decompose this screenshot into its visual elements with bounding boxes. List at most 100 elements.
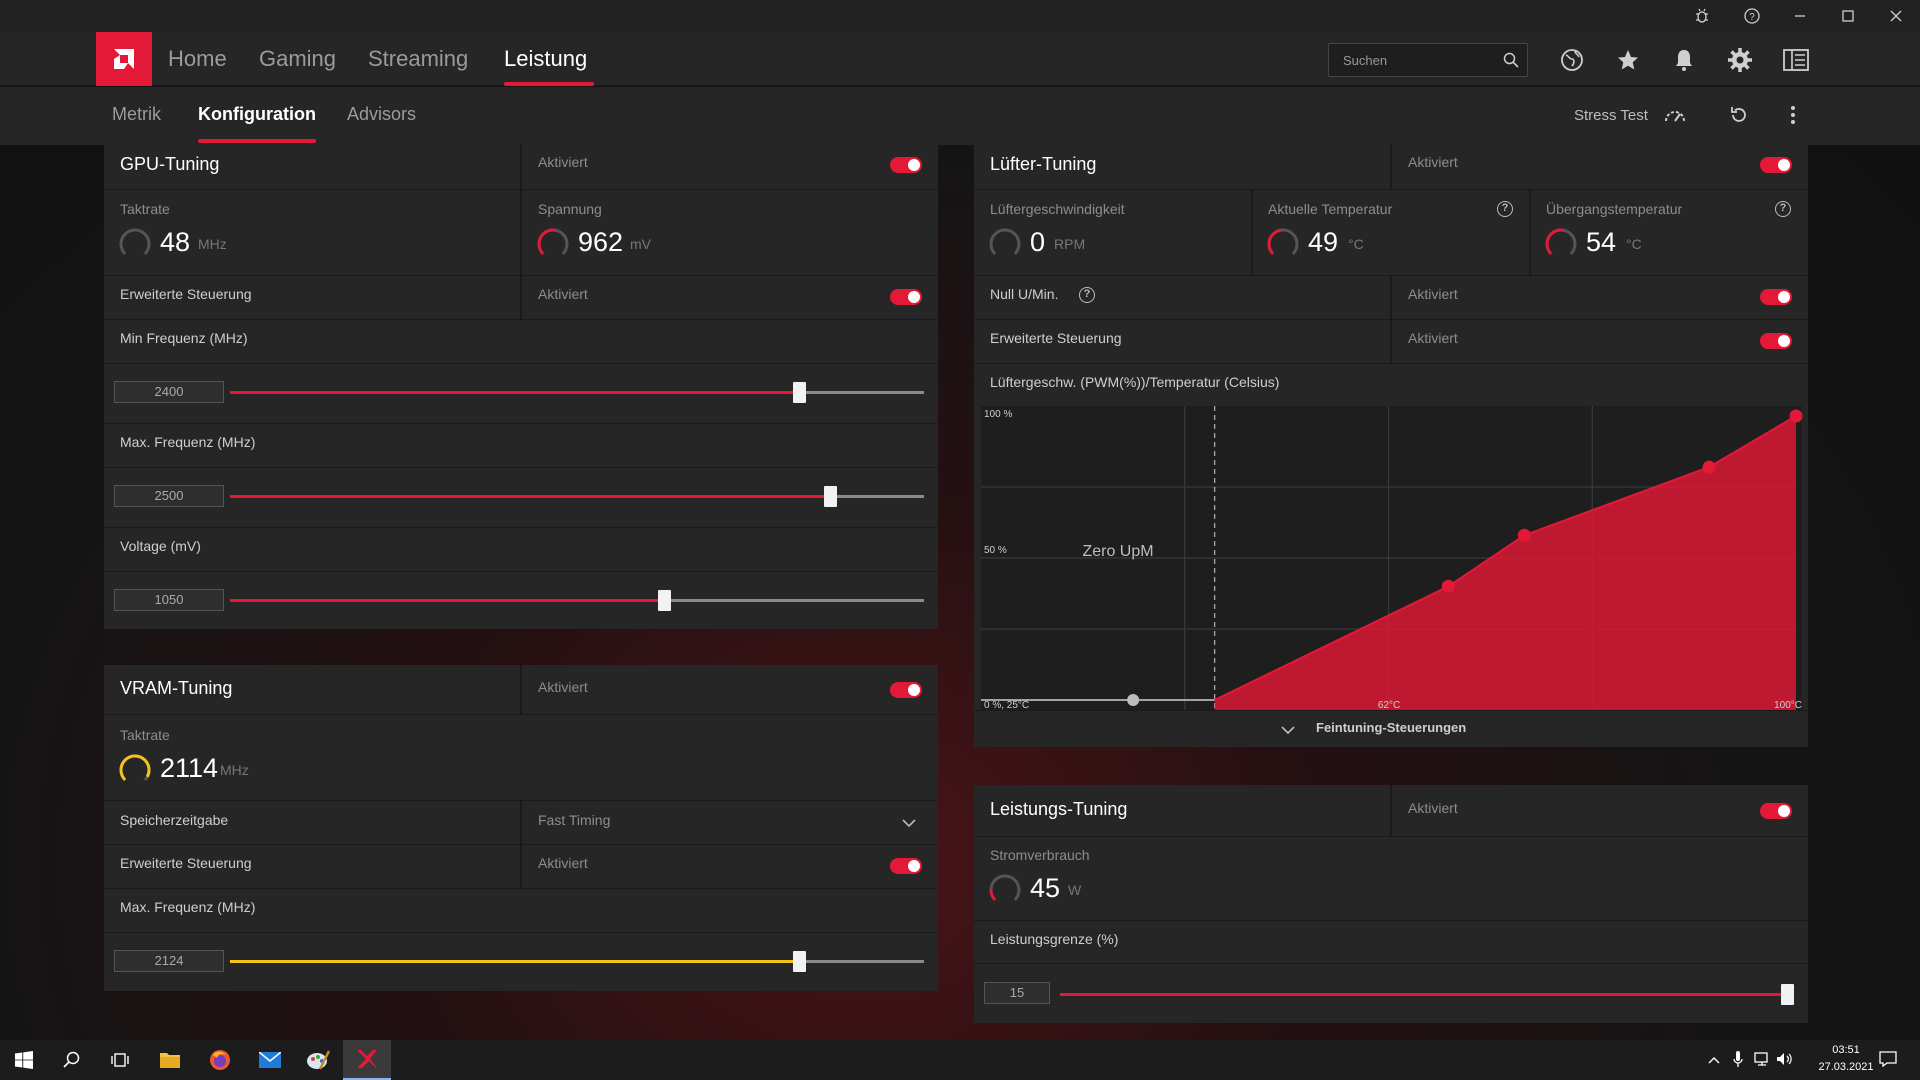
fine-tuning-toggle[interactable]: Feintuning-Steuerungen — [1316, 720, 1467, 735]
sub-tab-konfiguration[interactable]: Konfiguration — [198, 104, 316, 124]
gpu-clock-gauge-icon — [118, 227, 152, 266]
microphone-icon[interactable] — [1733, 1050, 1743, 1073]
mail-icon[interactable] — [246, 1040, 294, 1080]
zero-rpm-annotation: Zero UpM — [1082, 543, 1153, 560]
power-tuning-toggle[interactable] — [1760, 803, 1792, 819]
vram-clock-unit: MHz — [220, 762, 249, 778]
gpu-tuning-toggle[interactable] — [890, 157, 922, 173]
layout-icon[interactable] — [1782, 46, 1810, 74]
fan-curve-chart[interactable]: 100 % 50 % 0 %, 25°C 62°C 100°C Zero UpM — [974, 406, 1808, 710]
windows-start-icon[interactable] — [0, 1040, 48, 1080]
vram-advanced-label: Erweiterte Steuerung — [120, 855, 252, 871]
curve-point-5 — [1789, 409, 1803, 423]
maximize-icon[interactable] — [1826, 0, 1870, 32]
current-temp-help-icon[interactable]: ? — [1497, 201, 1513, 217]
sub-tab-advisors[interactable]: Advisors — [347, 104, 417, 124]
gpu-advanced-toggle[interactable] — [890, 289, 922, 305]
volume-icon[interactable] — [1776, 1051, 1792, 1072]
power-consumption-unit: W — [1068, 882, 1082, 898]
stress-test-label[interactable]: Stress Test — [1574, 107, 1648, 124]
task-view-icon[interactable] — [96, 1040, 144, 1080]
zero-rpm-help-icon[interactable]: ? — [1079, 287, 1095, 303]
nav-tab-leistung[interactable]: Leistung — [504, 46, 588, 71]
taskbar: 03:51 27.03.2021 — [0, 1040, 1920, 1080]
fan-advanced-status: Aktiviert — [1408, 330, 1458, 346]
fan-tuning-status: Aktiviert — [1408, 154, 1458, 170]
gpu-tuning-status: Aktiviert — [538, 154, 588, 170]
stress-test-gauge-icon[interactable] — [1663, 105, 1687, 128]
gpu-voltage-unit: mV — [630, 236, 651, 252]
y-tick-label-100: 100 % — [984, 409, 1012, 420]
power-limit-slider[interactable] — [1060, 984, 1794, 1005]
tray-chevron-icon[interactable] — [1708, 1052, 1720, 1070]
minimize-icon[interactable] — [1778, 0, 1822, 32]
notification-icon[interactable] — [1879, 1051, 1897, 1072]
current-temp-gauge-icon — [1266, 227, 1300, 266]
chevron-down-icon[interactable] — [902, 815, 916, 833]
nav-tab-home[interactable]: Home — [168, 46, 227, 71]
chevron-down-icon[interactable] — [1281, 722, 1295, 740]
bell-icon[interactable] — [1670, 46, 1698, 74]
vram-timing-select[interactable]: Fast Timing — [538, 812, 611, 828]
file-explorer-icon[interactable] — [146, 1040, 194, 1080]
search-icon[interactable] — [48, 1040, 96, 1080]
zero-rpm-label: Null U/Min. — [990, 286, 1059, 302]
nav-tab-gaming[interactable]: Gaming — [259, 46, 337, 71]
main-nav: Home Gaming Streaming Leistung — [0, 32, 1920, 86]
gpu-voltage-input[interactable]: 1050 — [114, 589, 224, 611]
gpu-voltage-slider[interactable] — [230, 590, 924, 611]
gpu-max-freq-label: Max. Frequenz (MHz) — [120, 434, 256, 450]
network-icon[interactable] — [1754, 1051, 1770, 1072]
star-icon[interactable] — [1614, 46, 1642, 74]
gpu-tuning-card: GPU-Tuning Aktiviert Taktrate 48 MHz Spa… — [104, 145, 938, 629]
svg-text:?: ? — [1749, 12, 1755, 23]
junction-temp-unit: °C — [1626, 236, 1642, 252]
slider-thumb[interactable] — [793, 951, 807, 972]
power-tuning-status: Aktiviert — [1408, 800, 1458, 816]
bug-icon[interactable] — [1680, 0, 1724, 32]
gear-icon[interactable] — [1726, 46, 1754, 74]
clock-time[interactable]: 03:51 — [1832, 1044, 1860, 1056]
close-icon[interactable] — [1874, 0, 1918, 32]
gpu-max-freq-slider[interactable] — [230, 486, 924, 507]
gpu-min-freq-slider[interactable] — [230, 382, 924, 403]
vram-advanced-toggle[interactable] — [890, 858, 922, 874]
gpu-max-freq-input[interactable]: 2500 — [114, 485, 224, 507]
nav-tab-streaming[interactable]: Streaming — [368, 46, 469, 71]
amd-radeon-icon[interactable] — [343, 1040, 391, 1080]
fan-advanced-toggle[interactable] — [1760, 333, 1792, 349]
slider-thumb[interactable] — [793, 382, 807, 403]
fan-tuning-toggle[interactable] — [1760, 157, 1792, 173]
gpu-min-freq-input[interactable]: 2400 — [114, 381, 224, 403]
vram-clock-label: Taktrate — [120, 727, 170, 743]
search-input[interactable] — [1343, 44, 1493, 76]
vram-tuning-title: VRAM-Tuning — [120, 678, 233, 698]
globe-icon[interactable] — [1558, 46, 1586, 74]
fan-speed-unit: RPM — [1054, 236, 1086, 252]
vram-tuning-status: Aktiviert — [538, 679, 588, 695]
x-tick-label-100: 100°C — [1774, 700, 1802, 710]
sub-tab-metrik[interactable]: Metrik — [112, 104, 161, 124]
amd-logo[interactable] — [96, 32, 152, 86]
gpu-clock-value: 48 — [160, 227, 191, 257]
slider-thumb[interactable] — [657, 590, 671, 611]
slider-thumb[interactable] — [1781, 984, 1794, 1005]
more-options-icon[interactable] — [1790, 105, 1796, 130]
clock-date[interactable]: 27.03.2021 — [1818, 1061, 1874, 1073]
junction-temp-gauge-icon — [1544, 227, 1578, 266]
junction-temp-label: Übergangstemperatur — [1546, 201, 1683, 217]
power-limit-input[interactable]: 15 — [984, 982, 1050, 1004]
slider-thumb[interactable] — [824, 486, 838, 507]
zero-rpm-toggle[interactable] — [1760, 289, 1792, 305]
paint-icon[interactable] — [294, 1040, 342, 1080]
reset-icon[interactable] — [1729, 105, 1749, 130]
vram-max-freq-input[interactable]: 2124 — [114, 950, 224, 972]
power-tuning-card: Leistungs-Tuning Aktiviert Stromverbrauc… — [974, 785, 1808, 1023]
firefox-icon[interactable] — [196, 1040, 244, 1080]
search-icon[interactable] — [1503, 52, 1519, 73]
junction-temp-help-icon[interactable]: ? — [1775, 201, 1791, 217]
vram-max-freq-slider[interactable] — [230, 951, 924, 972]
help-icon[interactable]: ? — [1730, 0, 1774, 32]
power-consumption-label: Stromverbrauch — [990, 847, 1090, 863]
vram-tuning-toggle[interactable] — [890, 682, 922, 698]
